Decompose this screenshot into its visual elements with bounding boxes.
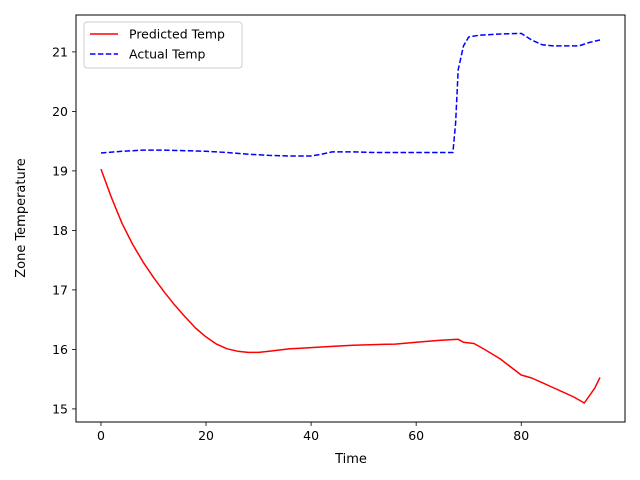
y-axis-ticks: 15 16 17 18 19 20 21	[52, 44, 76, 416]
legend-box	[83, 21, 243, 69]
x-tick-label: 20	[198, 428, 214, 443]
series-layer	[100, 32, 601, 404]
y-tick-label: 16	[52, 342, 68, 357]
legend-label-predicted-temp: Predicted Temp	[129, 27, 225, 42]
y-axis-label: Zone Temperature	[14, 158, 29, 278]
y-tick-label: 19	[52, 163, 68, 178]
y-tick-label: 21	[52, 44, 68, 59]
x-tick-label: 80	[513, 428, 529, 443]
y-tick-label: 15	[52, 401, 68, 416]
x-tick-label: 60	[408, 428, 424, 443]
x-axis-label: Time	[334, 452, 367, 467]
legend: Predicted Temp Actual Temp	[83, 21, 243, 69]
y-tick-label: 20	[52, 104, 68, 119]
legend-label-actual-temp: Actual Temp	[129, 47, 206, 62]
axes-frame	[75, 14, 626, 423]
y-tick-label: 17	[52, 282, 68, 297]
y-tick-label: 18	[52, 223, 68, 238]
x-tick-label: 0	[97, 428, 105, 443]
series-line-actual-temp	[100, 32, 601, 157]
x-tick-label: 40	[303, 428, 319, 443]
series-line-predicted-temp	[100, 168, 601, 404]
x-axis-ticks: 0 20 40 60 80	[97, 422, 529, 443]
